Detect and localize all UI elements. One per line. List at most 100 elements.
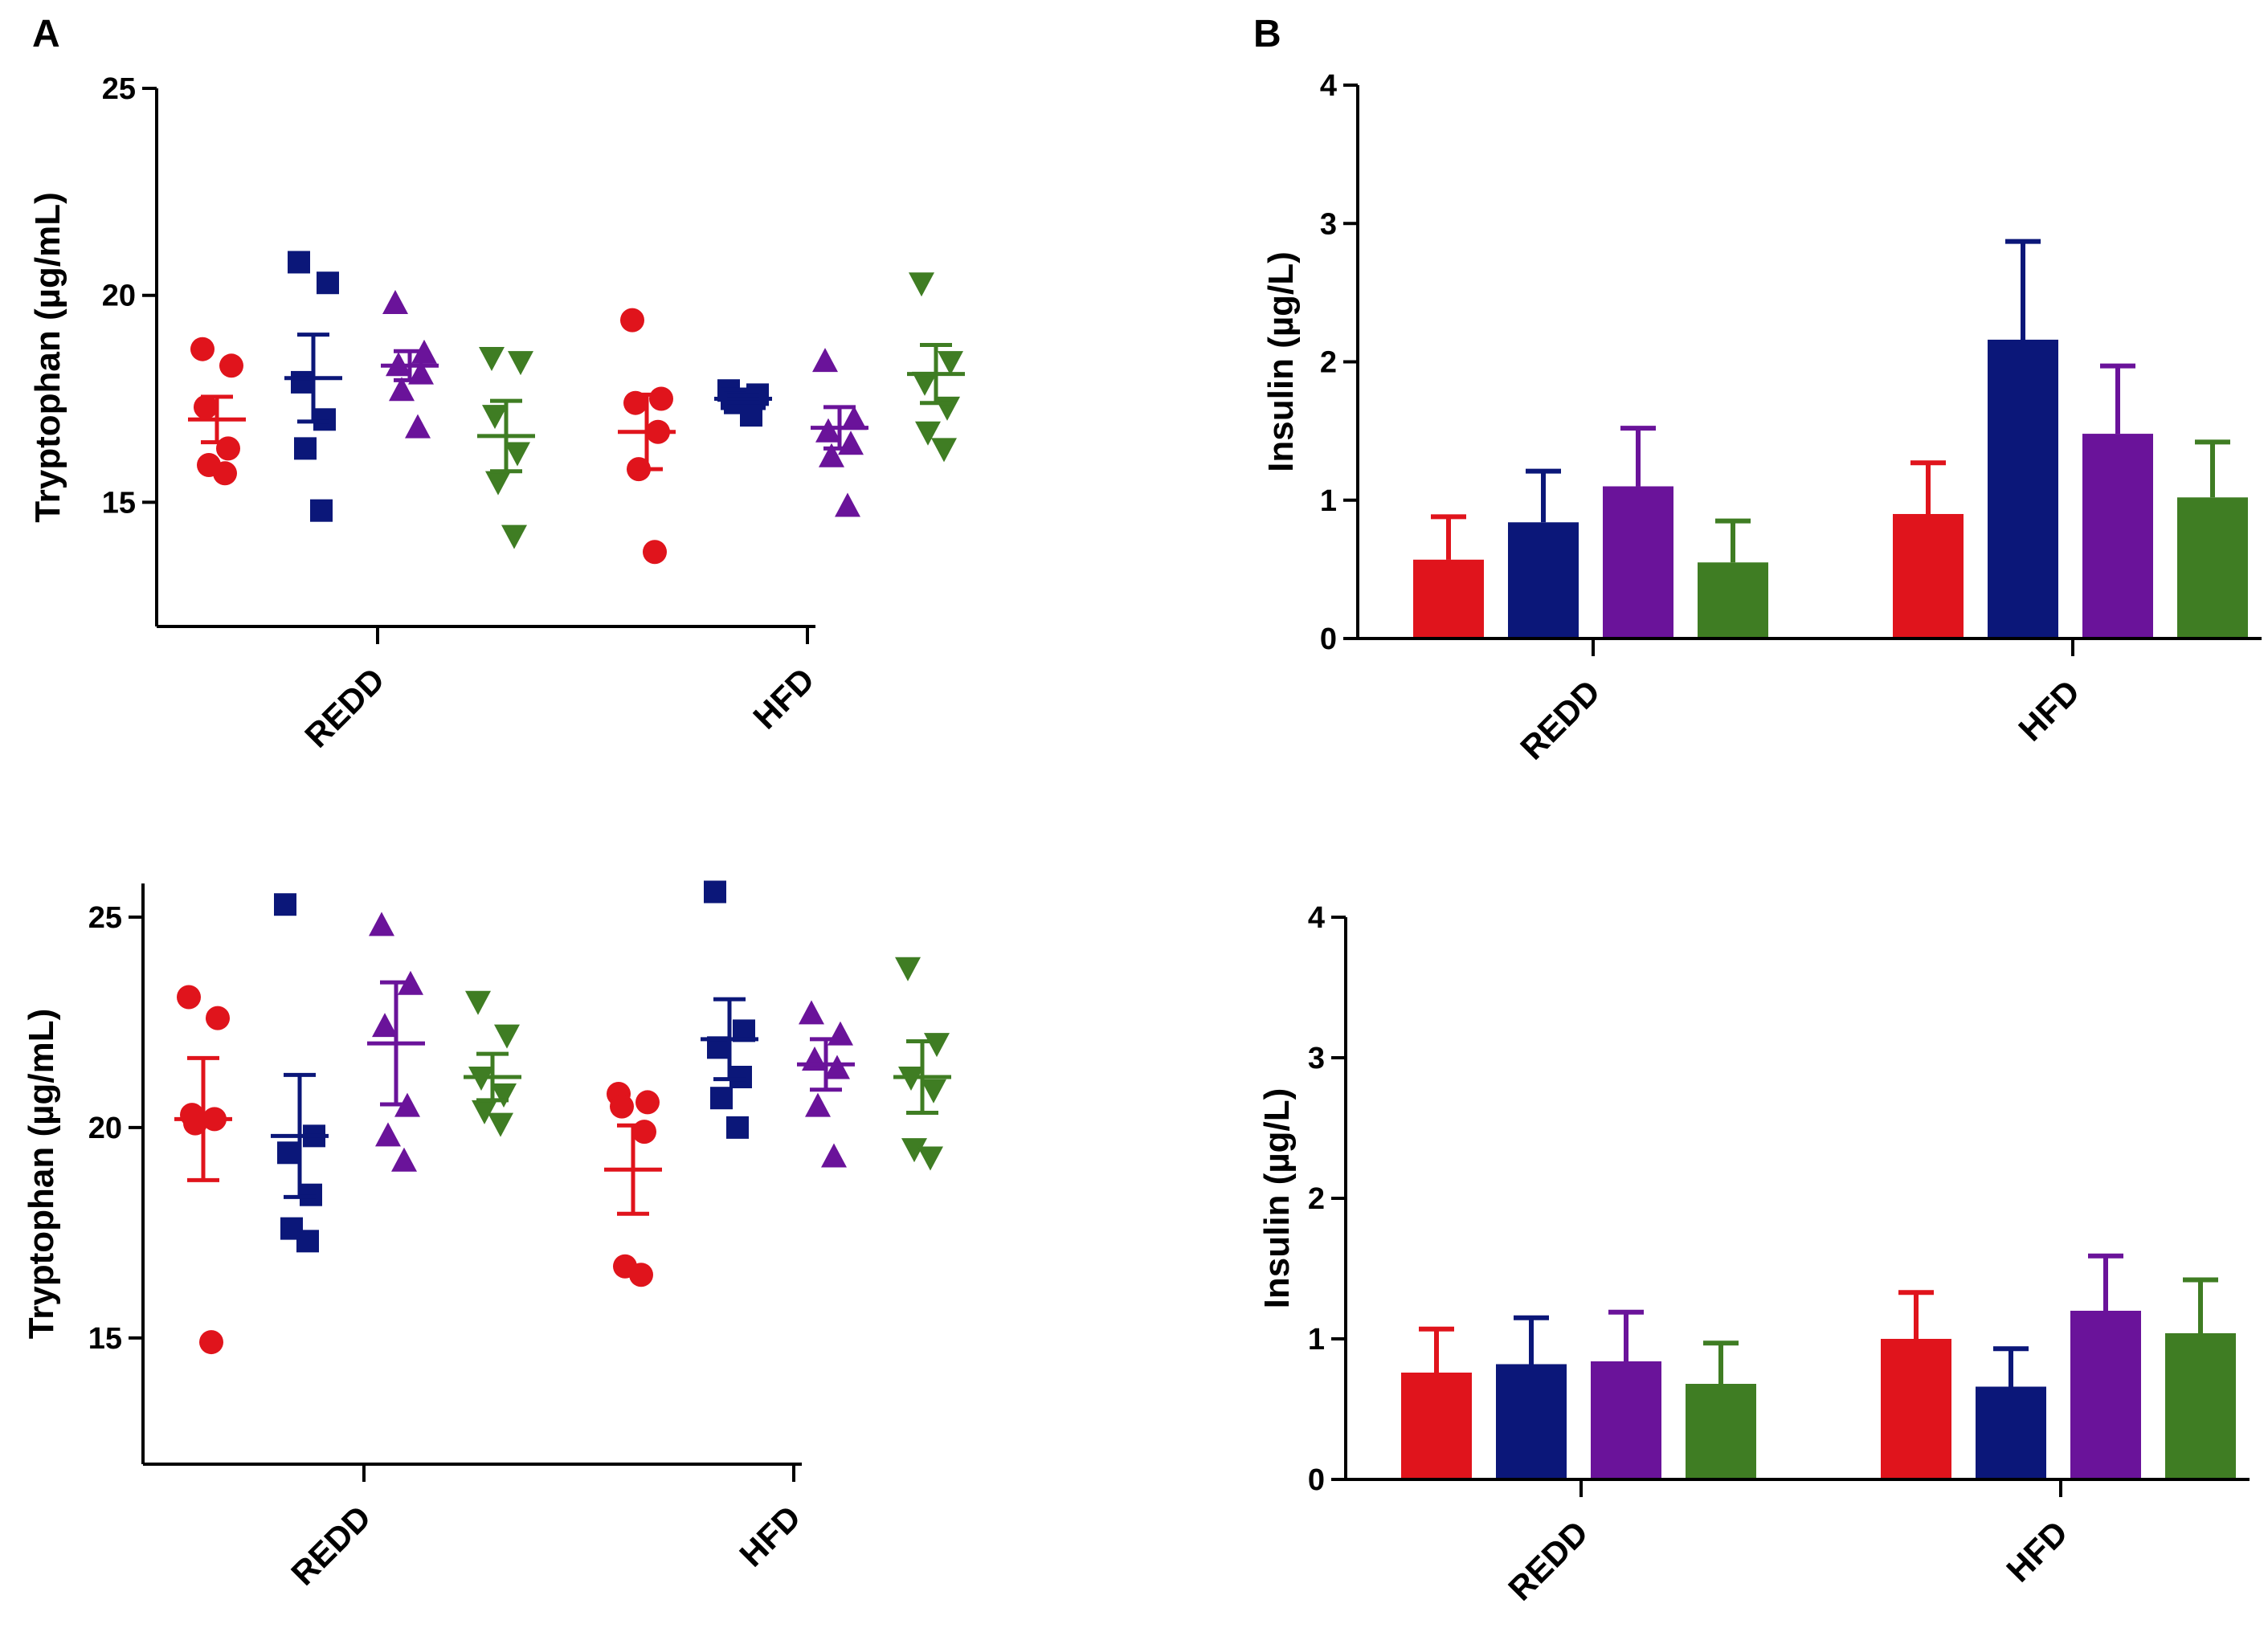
data-point: [821, 1143, 847, 1168]
x-category-label: REDD: [284, 1498, 378, 1592]
data-point: [623, 390, 648, 415]
y-tick-label: 15: [88, 1322, 122, 1356]
data-point: [710, 1087, 733, 1110]
data-point: [472, 1100, 497, 1124]
data-point: [924, 1033, 950, 1058]
data-point: [274, 893, 296, 916]
bar: [1698, 562, 1768, 639]
data-point: [704, 880, 726, 904]
bar: [1591, 1361, 1661, 1479]
panel-letter-b: B: [1253, 13, 1281, 55]
data-point: [912, 371, 938, 396]
data-point: [488, 1112, 513, 1137]
data-point: [485, 471, 511, 496]
bar: [1496, 1364, 1567, 1479]
data-point: [389, 377, 415, 402]
data-point: [917, 1146, 943, 1171]
bar: [1988, 339, 2058, 639]
y-tick-label: 25: [88, 901, 122, 935]
y-tick-label: 25: [102, 72, 136, 106]
data-point: [277, 1141, 300, 1165]
bar: [2070, 1311, 2141, 1479]
charts-group: 15 20 25 REDD HFD Tryptophan (µg/mL) 0 1 2 3 4 REDD…: [22, 69, 2262, 1608]
data-point: [310, 499, 333, 522]
data-point: [931, 438, 957, 463]
bar: [1893, 513, 1964, 639]
y-tick-label: 4: [1308, 901, 1325, 935]
chart-top-right: 0 1 2 3 4 REDD HFD Insulin (µg/L): [1261, 69, 2262, 767]
data-point: [934, 396, 960, 421]
y-axis-title: Tryptophan (µg/mL): [28, 192, 67, 523]
data-point: [294, 437, 317, 460]
data-point: [726, 1116, 749, 1139]
y-tick-label: 1: [1308, 1323, 1325, 1357]
bar: [1686, 1384, 1756, 1479]
y-tick-label: 20: [102, 279, 136, 313]
data-point: [216, 436, 240, 461]
data-point: [372, 1013, 398, 1038]
data-point: [635, 1090, 660, 1115]
data-point: [391, 1147, 417, 1172]
chart-bottom-left: 15 20 25 REDD HFD Tryptophan (µg/mL): [22, 880, 951, 1593]
data-point: [812, 348, 838, 373]
y-axis-title: Insulin (µg/L): [1261, 251, 1301, 472]
data-point: [190, 337, 215, 361]
data-point: [819, 443, 844, 467]
x-category-label: REDD: [1513, 672, 1607, 766]
bar: [1401, 1373, 1472, 1479]
data-point: [291, 370, 313, 394]
data-point: [632, 1120, 656, 1144]
data-point: [841, 406, 867, 430]
bar: [2177, 497, 2248, 639]
data-point: [505, 442, 530, 467]
data-point: [815, 418, 841, 443]
y-tick-label: 1: [1320, 484, 1337, 518]
data-point: [177, 985, 201, 1010]
y-axis-title: Tryptophan (µg/mL): [22, 1009, 61, 1340]
y-tick-label: 15: [102, 486, 136, 520]
y-tick-label: 4: [1320, 69, 1337, 103]
data-point: [915, 421, 941, 446]
bar: [1881, 1339, 1951, 1479]
x-category-label: REDD: [297, 660, 391, 754]
x-category-label: HFD: [732, 1498, 807, 1573]
data-point: [938, 351, 963, 376]
data-point: [313, 408, 336, 431]
data-point: [802, 1047, 828, 1071]
data-point: [288, 251, 310, 274]
data-point: [838, 430, 864, 455]
data-point: [219, 353, 243, 378]
y-tick-label: 2: [1308, 1182, 1325, 1216]
data-point: [828, 1021, 853, 1046]
data-point: [382, 290, 408, 314]
y-tick-label: 0: [1320, 622, 1337, 656]
data-point: [479, 347, 505, 371]
data-point: [643, 540, 667, 565]
bar: [1603, 486, 1673, 639]
data-point: [610, 1094, 634, 1119]
panel-letter-a: A: [32, 13, 60, 55]
y-tick-label: 2: [1320, 346, 1337, 380]
x-category-label: HFD: [2011, 672, 2086, 748]
data-point: [501, 524, 527, 549]
y-axis-title: Insulin (µg/L): [1257, 1088, 1297, 1309]
x-category-label: HFD: [1999, 1513, 2074, 1589]
data-point: [375, 1122, 401, 1147]
data-point: [317, 271, 339, 295]
data-point: [465, 990, 491, 1015]
data-point: [909, 272, 934, 297]
data-point: [649, 386, 673, 411]
bar: [1413, 559, 1484, 639]
data-point: [835, 492, 860, 517]
data-point: [799, 1000, 824, 1025]
x-category-label: HFD: [746, 660, 821, 736]
data-point: [508, 351, 533, 376]
bar: [1508, 522, 1579, 639]
data-point: [206, 1006, 230, 1030]
data-point: [921, 1079, 946, 1104]
bar: [1976, 1386, 2046, 1479]
y-tick-label: 3: [1308, 1042, 1325, 1075]
data-point: [620, 308, 644, 333]
data-point: [482, 405, 508, 430]
data-point: [729, 1066, 752, 1088]
